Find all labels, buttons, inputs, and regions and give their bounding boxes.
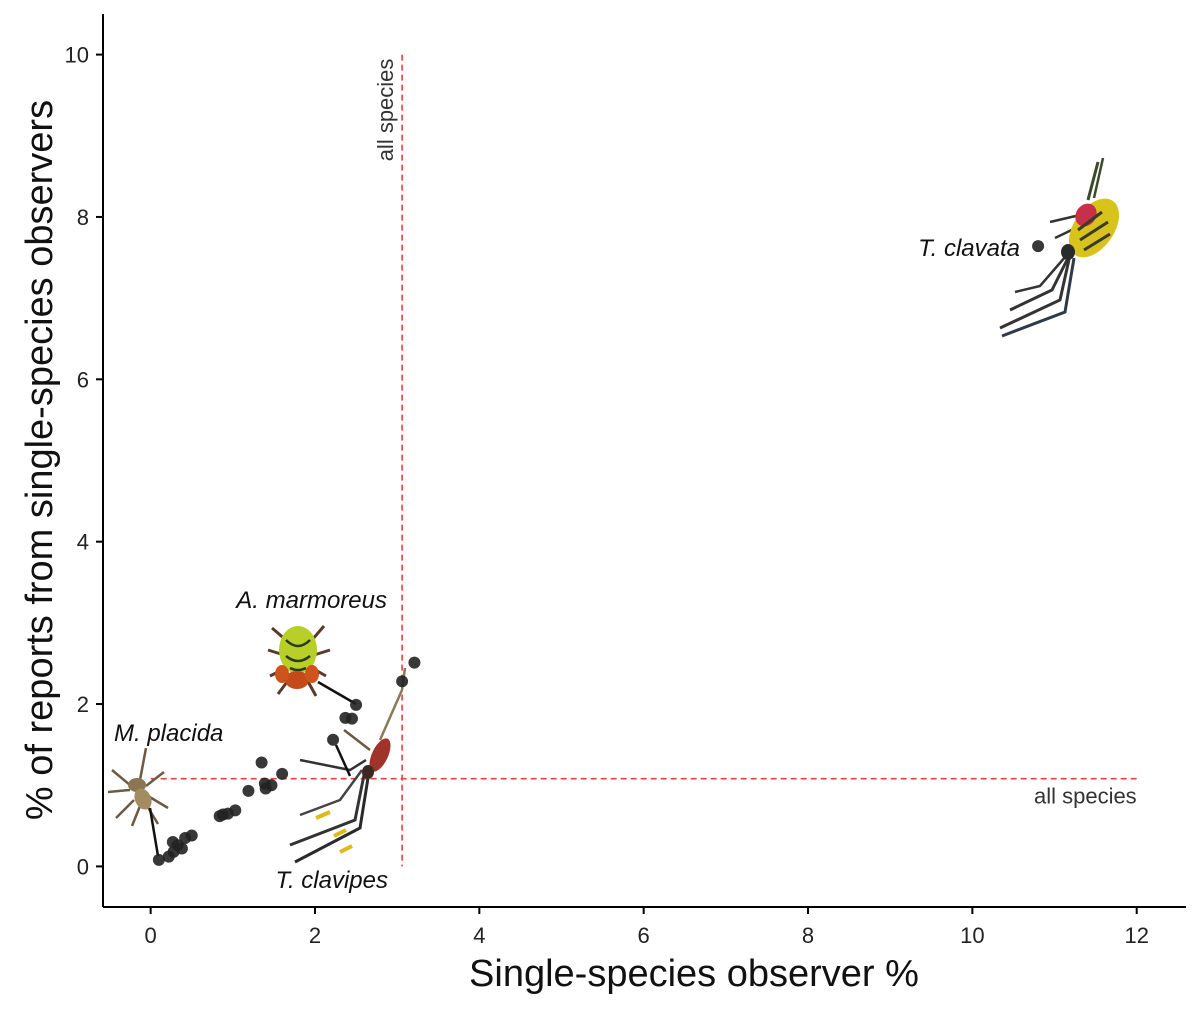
spider-illustrations [107, 157, 1120, 864]
x-tick-label: 12 [1124, 923, 1148, 948]
x-tick-label: 8 [802, 923, 814, 948]
data-points [152, 240, 1045, 866]
y-tick-label: 10 [65, 43, 89, 68]
data-point [350, 698, 363, 711]
data-point [152, 853, 165, 866]
data-point [229, 804, 242, 817]
x-tick-label: 6 [638, 923, 650, 948]
data-point [327, 733, 340, 746]
data-point [242, 784, 255, 797]
x-ticks: 0 2 4 6 8 10 12 [145, 907, 1149, 948]
a-marmoreus-spider-illustration [267, 625, 331, 697]
x-tick-label: 0 [145, 923, 157, 948]
t-clavipes-spider-illustration [289, 667, 407, 864]
data-point [255, 756, 268, 769]
data-point [175, 842, 188, 855]
data-point [166, 836, 179, 849]
axes [102, 14, 1186, 908]
y-tick-label: 4 [77, 530, 89, 555]
x-tick-label: 4 [473, 923, 485, 948]
data-point [185, 829, 198, 842]
data-point [276, 767, 289, 780]
data-point [1032, 240, 1045, 253]
y-tick-label: 0 [77, 854, 89, 879]
species-labels: T. clavata A. marmoreus M. placida T. cl… [114, 235, 1020, 894]
t-clavipes-leader [334, 744, 352, 777]
data-point [408, 656, 421, 669]
leader-lines [148, 680, 357, 857]
y-tick-label: 8 [77, 205, 89, 230]
y-ticks: 0 2 4 6 8 10 [65, 43, 103, 879]
data-point [265, 779, 278, 792]
vertical-reference-label: all species [373, 59, 398, 162]
x-axis-title: Single-species observer % [469, 953, 919, 995]
t-clavata-spider-illustration [999, 157, 1120, 338]
a-marmoreus-leader [317, 680, 357, 706]
y-tick-label: 2 [77, 692, 89, 717]
y-tick-label: 6 [77, 367, 89, 392]
m-placida-label: M. placida [114, 720, 223, 747]
x-tick-label: 2 [309, 923, 321, 948]
a-marmoreus-label: A. marmoreus [234, 587, 387, 614]
t-clavipes-label: T. clavipes [276, 867, 389, 894]
y-axis-title: % of reports from single-species observe… [19, 100, 61, 820]
t-clavata-label: T. clavata [918, 235, 1020, 262]
x-tick-label: 10 [960, 923, 984, 948]
data-point [396, 675, 409, 688]
m-placida-spider-illustration [107, 747, 169, 827]
horizontal-reference-label: all species [1034, 784, 1137, 809]
m-placida-leader [148, 807, 160, 857]
reference-lines: all species all species [150, 54, 1137, 867]
data-point [345, 712, 358, 725]
